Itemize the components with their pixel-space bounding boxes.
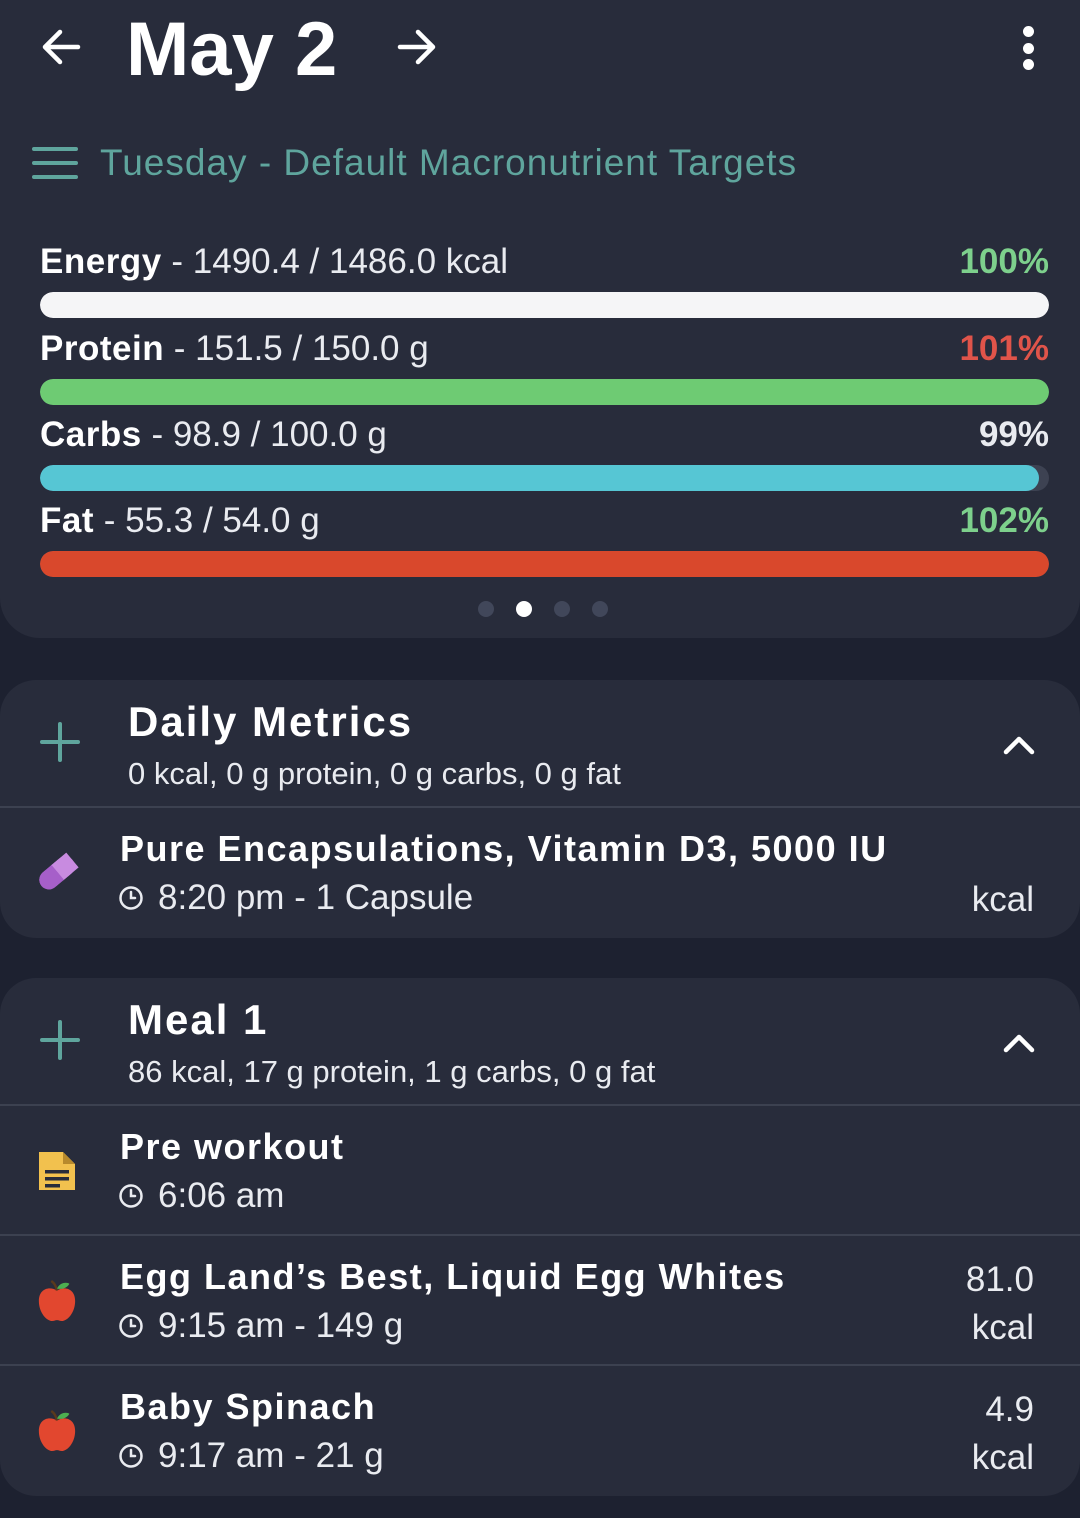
macro-percent: 101%	[959, 329, 1049, 368]
next-day-button[interactable]	[392, 22, 442, 72]
section-title: Daily Metrics	[128, 698, 414, 745]
pager-dot[interactable]	[516, 601, 532, 617]
progress-bar-fill	[40, 379, 1049, 405]
macro-energy[interactable]: Energy - 1490.4 / 1486.0 kcal 100%	[40, 240, 1049, 318]
chevron-up-icon[interactable]	[998, 1022, 1040, 1064]
page-title[interactable]: May 2	[126, 7, 338, 92]
apple-icon	[32, 1404, 82, 1458]
clock-icon	[119, 886, 143, 910]
list-item[interactable]: Pre workout 6:06 am	[0, 1106, 1080, 1236]
clock-icon	[119, 1184, 143, 1208]
macro-carbs[interactable]: Carbs - 98.9 / 100.0 g 99%	[40, 413, 1049, 491]
pager-dot[interactable]	[592, 601, 608, 617]
chevron-up-icon[interactable]	[998, 724, 1040, 766]
arrow-left-icon	[42, 29, 81, 65]
note-icon	[32, 1144, 82, 1198]
calories-value	[972, 828, 1034, 876]
calories-value: 81.0	[965, 1260, 1034, 1299]
macro-value: - 55.3 / 54.0 g	[94, 501, 320, 540]
list-item[interactable]: Pure Encapsulations, Vitamin D3, 5000 IU…	[0, 808, 1080, 938]
progress-bar-track	[40, 379, 1049, 405]
summary-card: May 2 Tuesday - Default Macronutrient Ta…	[0, 0, 1080, 638]
pager-dot[interactable]	[554, 601, 570, 617]
macro-value: - 98.9 / 100.0 g	[141, 415, 387, 454]
list-item[interactable]: Baby Spinach 9:17 am - 21 g 4.9 kcal	[0, 1366, 1080, 1496]
arrow-right-icon	[397, 29, 436, 65]
progress-bar-fill	[40, 551, 1049, 577]
entry-calories: kcal	[972, 828, 1034, 924]
target-selector[interactable]: Tuesday - Default Macronutrient Targets	[32, 140, 797, 186]
entry-meta: 9:15 am - 149 g	[118, 1306, 403, 1346]
progress-bar-fill	[40, 465, 1039, 491]
section-meal-1: Meal 1 86 kcal, 17 g protein, 1 g carbs,…	[0, 978, 1080, 1496]
pager-indicator[interactable]	[478, 601, 608, 617]
progress-bar-fill	[40, 292, 1049, 318]
apple-icon	[32, 1274, 82, 1328]
macro-value: - 1490.4 / 1486.0 kcal	[161, 242, 508, 281]
section-header[interactable]: Meal 1 86 kcal, 17 g protein, 1 g carbs,…	[0, 978, 1080, 1106]
clock-icon	[119, 1444, 143, 1468]
macro-value: - 151.5 / 150.0 g	[164, 329, 429, 368]
macro-name: Carbs	[40, 415, 142, 454]
menu-icon	[32, 147, 78, 179]
entry-time: 9:15 am - 149 g	[158, 1306, 404, 1345]
macro-percent: 99%	[978, 415, 1049, 454]
calories-unit: kcal	[971, 880, 1034, 919]
progress-bar-track	[40, 292, 1049, 318]
entry-meta: 9:17 am - 21 g	[118, 1436, 384, 1476]
clock-icon	[119, 1314, 143, 1338]
calories-unit: kcal	[971, 1438, 1034, 1477]
entry-meta: 8:20 pm - 1 Capsule	[118, 878, 473, 918]
entry-time: 6:06 am	[158, 1176, 285, 1215]
progress-bar-track	[40, 465, 1049, 491]
add-icon[interactable]	[38, 1018, 82, 1062]
previous-day-button[interactable]	[36, 22, 86, 72]
calories-unit: kcal	[971, 1308, 1034, 1347]
entry-title: Pure Encapsulations, Vitamin D3, 5000 IU	[120, 828, 888, 869]
more-options-button[interactable]	[1008, 22, 1048, 74]
section-header[interactable]: Daily Metrics 0 kcal, 0 g protein, 0 g c…	[0, 680, 1080, 808]
macro-name: Energy	[40, 242, 162, 281]
add-icon[interactable]	[38, 720, 82, 764]
calories-value: 4.9	[985, 1390, 1034, 1429]
macro-percent: 100%	[959, 242, 1049, 281]
entry-calories: 4.9 kcal	[972, 1386, 1034, 1482]
macro-fat[interactable]: Fat - 55.3 / 54.0 g 102%	[40, 499, 1049, 577]
entry-time: 8:20 pm - 1 Capsule	[158, 878, 474, 917]
target-label: Tuesday - Default Macronutrient Targets	[100, 142, 798, 183]
section-summary: 86 kcal, 17 g protein, 1 g carbs, 0 g fa…	[128, 1054, 656, 1089]
pager-dot[interactable]	[478, 601, 494, 617]
macro-name: Fat	[40, 501, 94, 540]
progress-bar-track	[40, 551, 1049, 577]
macro-percent: 102%	[959, 501, 1049, 540]
list-item[interactable]: Egg Land’s Best, Liquid Egg Whites 9:15 …	[0, 1236, 1080, 1366]
entry-title: Baby Spinach	[120, 1386, 377, 1427]
entry-title: Pre workout	[120, 1126, 345, 1167]
pill-icon	[32, 846, 82, 900]
entry-calories: 81.0 kcal	[966, 1256, 1034, 1352]
section-title: Meal 1	[128, 996, 269, 1043]
macro-protein[interactable]: Protein - 151.5 / 150.0 g 101%	[40, 327, 1049, 405]
entry-time: 9:17 am - 21 g	[158, 1436, 384, 1475]
macro-name: Protein	[40, 329, 165, 368]
more-vert-icon	[1022, 26, 1034, 37]
section-summary: 0 kcal, 0 g protein, 0 g carbs, 0 g fat	[128, 756, 621, 791]
entry-title: Egg Land’s Best, Liquid Egg Whites	[120, 1256, 786, 1297]
entry-meta: 6:06 am	[118, 1176, 284, 1216]
section-daily-metrics: Daily Metrics 0 kcal, 0 g protein, 0 g c…	[0, 680, 1080, 938]
